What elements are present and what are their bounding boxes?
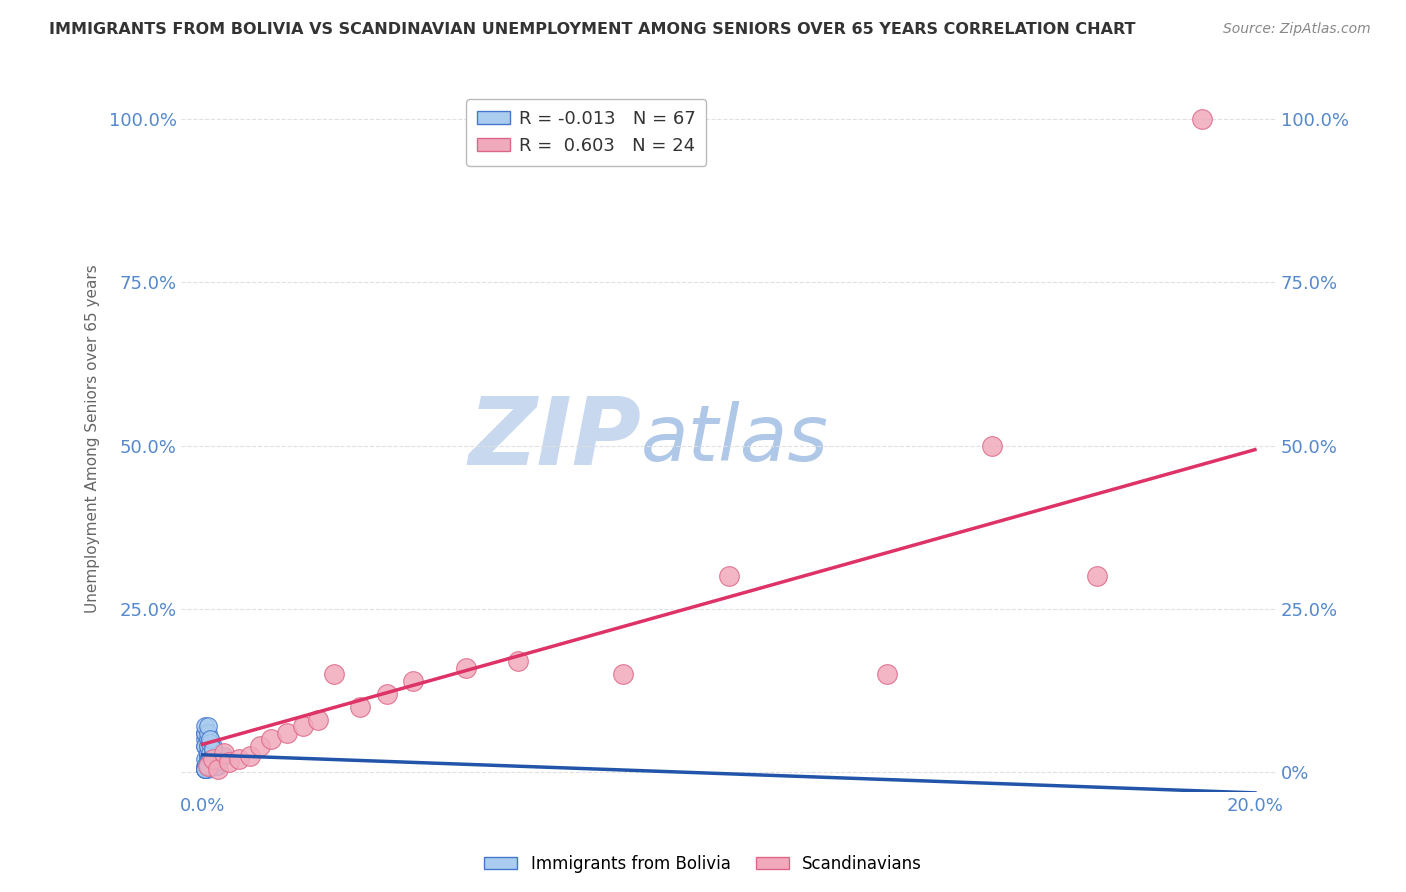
Point [207, 748, 229, 763]
Point [207, 762, 229, 776]
Point [197, 752, 219, 766]
Point [202, 748, 225, 763]
Point [876, 667, 898, 681]
Point [249, 739, 271, 753]
Point [200, 756, 222, 770]
Point [202, 758, 225, 772]
Legend: R = -0.013   N = 67, R =  0.603   N = 24: R = -0.013 N = 67, R = 0.603 N = 24 [467, 99, 706, 166]
Point [197, 732, 219, 747]
Point [202, 752, 225, 766]
Point [291, 719, 314, 733]
Point [194, 762, 217, 776]
Point [197, 746, 219, 760]
Point [197, 758, 219, 772]
Point [194, 762, 217, 776]
Point [200, 746, 222, 760]
Point [276, 726, 298, 740]
Point [194, 762, 217, 776]
Point [200, 736, 222, 750]
Point [194, 762, 217, 776]
Point [197, 762, 219, 776]
Point [218, 756, 240, 770]
Point [200, 732, 222, 747]
Point [200, 752, 222, 766]
Point [717, 569, 740, 583]
Text: IMMIGRANTS FROM BOLIVIA VS SCANDINAVIAN UNEMPLOYMENT AMONG SENIORS OVER 65 YEARS: IMMIGRANTS FROM BOLIVIA VS SCANDINAVIAN … [49, 22, 1136, 37]
Point [202, 748, 225, 763]
Point [204, 756, 226, 770]
Point [202, 756, 225, 770]
Point [200, 742, 222, 756]
Point [980, 439, 1002, 453]
Point [204, 758, 226, 772]
Point [200, 752, 222, 766]
Y-axis label: Unemployment Among Seniors over 65 years: Unemployment Among Seniors over 65 years [86, 265, 100, 614]
Point [200, 748, 222, 763]
Point [204, 748, 226, 763]
Point [197, 739, 219, 753]
Point [202, 758, 225, 772]
Point [197, 719, 219, 733]
Point [202, 746, 225, 760]
Point [197, 758, 219, 772]
Point [194, 739, 217, 753]
Point [508, 654, 530, 668]
Point [260, 732, 283, 747]
Point [212, 748, 235, 763]
Point [197, 756, 219, 770]
Point [197, 746, 219, 760]
Point [202, 752, 225, 766]
Point [323, 667, 346, 681]
Point [228, 752, 250, 766]
Point [200, 752, 222, 766]
Legend: Immigrants from Bolivia, Scandinavians: Immigrants from Bolivia, Scandinavians [477, 848, 929, 880]
Point [197, 748, 219, 763]
Point [212, 746, 235, 760]
Point [194, 762, 217, 776]
Point [207, 758, 229, 772]
Point [202, 756, 225, 770]
Point [239, 748, 262, 763]
Point [197, 746, 219, 760]
Text: atlas: atlas [641, 401, 830, 477]
Point [194, 726, 217, 740]
Point [202, 756, 225, 770]
Point [202, 739, 225, 753]
Point [197, 758, 219, 772]
Point [202, 742, 225, 756]
Point [194, 719, 217, 733]
Point [194, 758, 217, 772]
Point [200, 746, 222, 760]
Point [349, 699, 371, 714]
Point [307, 713, 329, 727]
Point [197, 746, 219, 760]
Point [204, 752, 226, 766]
Text: ZIP: ZIP [468, 393, 641, 485]
Point [197, 746, 219, 760]
Point [202, 758, 225, 772]
Point [200, 732, 222, 747]
Point [194, 739, 217, 753]
Point [200, 752, 222, 766]
Point [612, 667, 634, 681]
Point [402, 673, 425, 688]
Point [194, 726, 217, 740]
Point [197, 732, 219, 747]
Point [197, 739, 219, 753]
Point [197, 726, 219, 740]
Point [375, 687, 398, 701]
Point [194, 732, 217, 747]
Point [204, 758, 226, 772]
Point [200, 746, 222, 760]
Point [1191, 112, 1213, 126]
Point [454, 660, 477, 674]
Text: Source: ZipAtlas.com: Source: ZipAtlas.com [1223, 22, 1371, 37]
Point [200, 756, 222, 770]
Point [1085, 569, 1108, 583]
Point [202, 752, 225, 766]
Point [194, 762, 217, 776]
Point [194, 752, 217, 766]
Point [202, 758, 225, 772]
